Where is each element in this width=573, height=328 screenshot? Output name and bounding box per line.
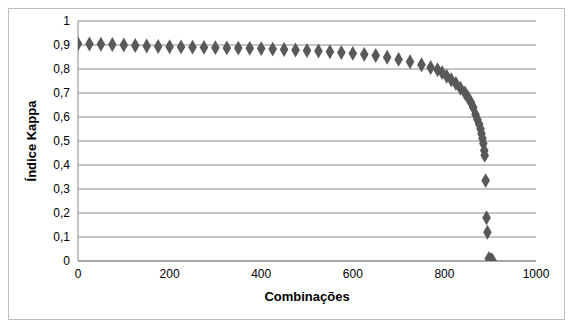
svg-text:0,5: 0,5 [53,134,70,148]
svg-text:Índice Kappa: Índice Kappa [24,100,39,182]
svg-text:0,6: 0,6 [53,110,70,124]
svg-text:1: 1 [63,14,70,28]
svg-text:0: 0 [75,267,82,281]
svg-text:1000: 1000 [523,267,550,281]
svg-text:0,2: 0,2 [53,206,70,220]
svg-text:0,9: 0,9 [53,38,70,52]
svg-text:Combinações: Combinações [264,289,349,304]
svg-text:600: 600 [343,267,363,281]
svg-text:0,3: 0,3 [53,182,70,196]
svg-text:0: 0 [63,254,70,268]
svg-text:400: 400 [251,267,271,281]
svg-text:0,1: 0,1 [53,230,70,244]
svg-text:0,7: 0,7 [53,86,70,100]
svg-text:0,8: 0,8 [53,62,70,76]
svg-text:800: 800 [434,267,454,281]
svg-text:0,4: 0,4 [53,158,70,172]
svg-text:200: 200 [160,267,180,281]
